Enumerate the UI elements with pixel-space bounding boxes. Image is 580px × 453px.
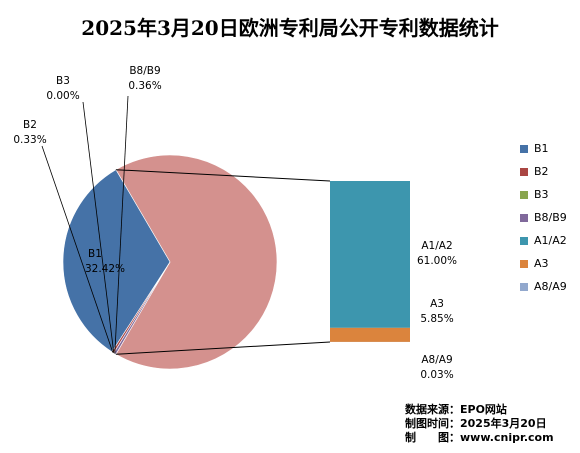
data-label-value: 5.85%	[420, 313, 453, 325]
legend-swatch	[520, 214, 528, 222]
data-label-value: 0.36%	[128, 80, 161, 92]
legend-swatch	[520, 168, 528, 176]
source-line: 数据来源：EPO网站	[405, 403, 554, 417]
legend-swatch	[520, 237, 528, 245]
legend-label: A3	[534, 257, 549, 270]
data-label-value: 0.03%	[420, 369, 453, 381]
legend-label: A1/A2	[534, 234, 567, 247]
legend-item: B3	[520, 183, 567, 206]
legend-swatch	[520, 283, 528, 291]
legend-swatch	[520, 145, 528, 153]
legend-label: A8/A9	[534, 280, 567, 293]
legend-label: B8/B9	[534, 211, 567, 224]
bar-segment-a1-a2	[330, 181, 410, 328]
data-label-b1-name: B1	[88, 248, 102, 260]
legend-label: B1	[534, 142, 549, 155]
data-label-value: 0.00%	[46, 90, 79, 102]
data-label-name: B8/B9	[129, 65, 160, 77]
legend-item: B1	[520, 137, 567, 160]
data-label-name: A8/A9	[421, 354, 452, 366]
data-label-value: 0.33%	[13, 134, 46, 146]
legend-swatch	[520, 260, 528, 268]
legend-item: A3	[520, 252, 567, 275]
legend-label: B2	[534, 165, 549, 178]
data-label-name: B3	[56, 75, 70, 87]
data-label-name: A3	[430, 298, 444, 310]
source-note: 数据来源：EPO网站 制图时间：2025年3月20日 制 图：www.cnipr…	[405, 403, 554, 445]
data-label-name: A1/A2	[421, 240, 452, 252]
data-label-name: B2	[23, 119, 37, 131]
chart-date-line: 制图时间：2025年3月20日	[405, 417, 554, 431]
legend-label: B3	[534, 188, 549, 201]
legend-item: A1/A2	[520, 229, 567, 252]
legend-item: A8/A9	[520, 275, 567, 298]
data-label-value: 61.00%	[417, 255, 457, 267]
legend-item: B2	[520, 160, 567, 183]
bar-segment-a3	[330, 328, 410, 342]
chart-legend: B1 B2 B3 B8/B9 A1/A2 A3 A8/A9	[520, 137, 567, 298]
legend-item: B8/B9	[520, 206, 567, 229]
legend-swatch	[520, 191, 528, 199]
chart-author-line: 制 图：www.cnipr.com	[405, 431, 554, 445]
